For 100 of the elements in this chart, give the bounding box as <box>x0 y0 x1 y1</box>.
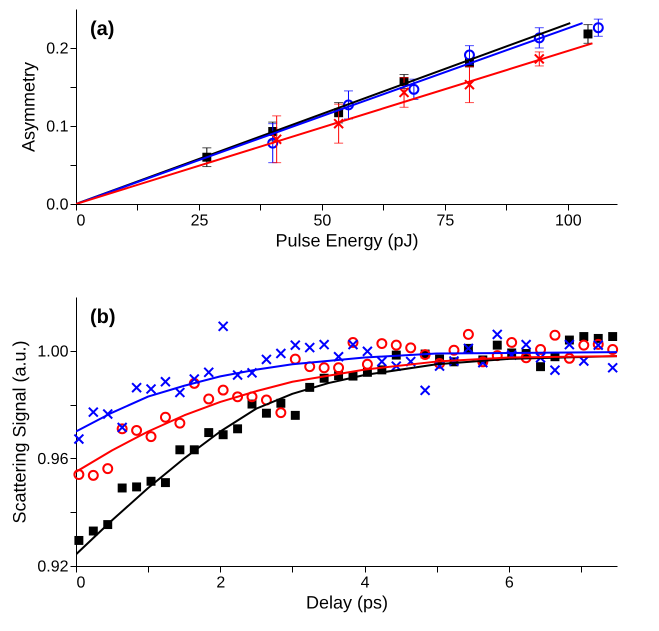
point <box>342 99 354 110</box>
point <box>462 328 474 340</box>
y-tick-label: 0.92 <box>37 558 69 576</box>
point <box>492 340 502 350</box>
point <box>464 79 475 90</box>
point <box>535 352 546 364</box>
point <box>275 407 286 418</box>
point <box>506 337 518 348</box>
point <box>188 378 200 389</box>
point <box>549 330 560 341</box>
point <box>405 342 416 354</box>
y-axis-title: Asymmetry <box>18 62 38 152</box>
point <box>304 361 316 372</box>
point <box>333 351 344 362</box>
point <box>132 482 142 492</box>
point <box>579 332 588 342</box>
point <box>102 463 114 474</box>
point <box>333 118 344 130</box>
point <box>290 354 301 365</box>
y-tick-label: 0.1 <box>46 118 69 136</box>
point <box>290 410 300 420</box>
point <box>304 342 316 354</box>
point <box>160 478 170 488</box>
x-axis-title: Delay (ps) <box>306 592 388 612</box>
point <box>607 344 618 355</box>
point <box>290 340 301 351</box>
point <box>348 339 358 350</box>
point <box>578 340 590 351</box>
point <box>118 484 127 492</box>
x-tick-label: 2 <box>216 574 226 592</box>
point <box>131 424 142 436</box>
point <box>146 384 156 394</box>
annotation: (a) <box>90 18 114 40</box>
point <box>232 370 244 380</box>
point <box>232 391 244 402</box>
point <box>88 470 99 481</box>
point <box>607 362 618 374</box>
point <box>405 356 416 368</box>
point <box>233 424 242 434</box>
point <box>362 346 373 357</box>
point <box>260 354 272 365</box>
point <box>376 356 388 368</box>
point <box>408 84 420 95</box>
point <box>536 362 546 372</box>
point <box>534 32 545 44</box>
point <box>275 348 286 359</box>
point <box>73 469 84 480</box>
x-tick-label: 25 <box>190 212 208 230</box>
point <box>203 366 214 378</box>
point <box>246 367 258 378</box>
point <box>218 320 229 332</box>
annotation: (b) <box>90 306 116 328</box>
point <box>160 412 171 423</box>
point <box>592 22 604 34</box>
point <box>260 394 272 406</box>
point <box>267 138 278 149</box>
x-tick-label: 4 <box>360 574 370 592</box>
point <box>204 428 214 438</box>
point <box>146 431 156 442</box>
point <box>318 362 330 374</box>
point <box>246 391 258 402</box>
point <box>362 358 373 370</box>
point <box>564 352 575 364</box>
point <box>175 445 184 454</box>
point <box>448 344 460 356</box>
point <box>188 374 200 385</box>
y-tick-label: 1.00 <box>37 343 69 360</box>
point <box>203 393 214 404</box>
point <box>608 332 618 342</box>
x-tick-label: 0 <box>76 574 86 592</box>
point <box>390 340 402 351</box>
point <box>88 406 99 418</box>
point <box>74 536 84 545</box>
point <box>88 526 98 536</box>
point <box>333 362 344 374</box>
point <box>398 86 410 98</box>
x-tick-label: 75 <box>436 212 454 230</box>
point <box>434 358 446 369</box>
point <box>564 339 575 350</box>
x-tick-label: 100 <box>554 212 582 230</box>
point <box>420 384 431 396</box>
y-tick-label: 0.2 <box>46 40 69 58</box>
y-tick-label: 0.96 <box>37 450 69 468</box>
point <box>174 387 186 398</box>
point <box>262 408 271 418</box>
point <box>102 408 114 420</box>
point <box>584 29 592 38</box>
point <box>218 384 229 396</box>
y-tick-label: 0.0 <box>46 196 69 214</box>
point <box>174 418 186 429</box>
point <box>390 360 402 372</box>
point <box>376 338 388 349</box>
point <box>131 382 142 394</box>
x-tick-label: 50 <box>314 212 332 230</box>
point <box>160 376 171 388</box>
point <box>271 134 282 145</box>
point <box>520 339 532 350</box>
point <box>520 352 532 364</box>
point <box>434 360 446 372</box>
x-tick-label: 0 <box>76 212 86 230</box>
